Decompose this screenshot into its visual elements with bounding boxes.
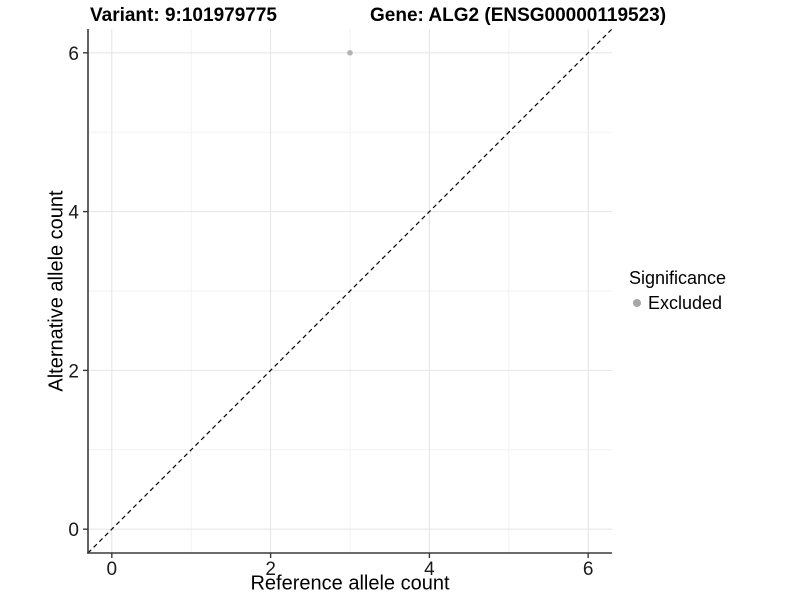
plot-title-variant: Variant: 9:101979775 (90, 5, 277, 26)
legend-item-label: Excluded (648, 293, 723, 313)
y-tick-label: 2 (68, 361, 79, 382)
legend: Significance Excluded (629, 267, 726, 314)
x-tick-label: 4 (424, 559, 435, 580)
data-point (347, 50, 353, 56)
x-tick-label: 0 (107, 559, 118, 580)
y-tick-label: 4 (68, 203, 79, 224)
legend-title: Significance (629, 268, 727, 288)
y-tick-label: 6 (68, 44, 79, 65)
legend-point-icon (633, 299, 641, 307)
legend-item-excluded: Excluded (629, 292, 726, 314)
identity-dashed-line (87, 28, 613, 554)
plot-title-gene: Gene: ALG2 (ENSG00000119523) (370, 5, 667, 26)
x-tick-label: 6 (583, 559, 594, 580)
x-axis-title: Reference allele count (250, 572, 450, 595)
y-axis-title: Alternative allele count (45, 190, 68, 392)
y-tick-label: 0 (68, 520, 79, 541)
x-tick-label: 2 (265, 559, 276, 580)
